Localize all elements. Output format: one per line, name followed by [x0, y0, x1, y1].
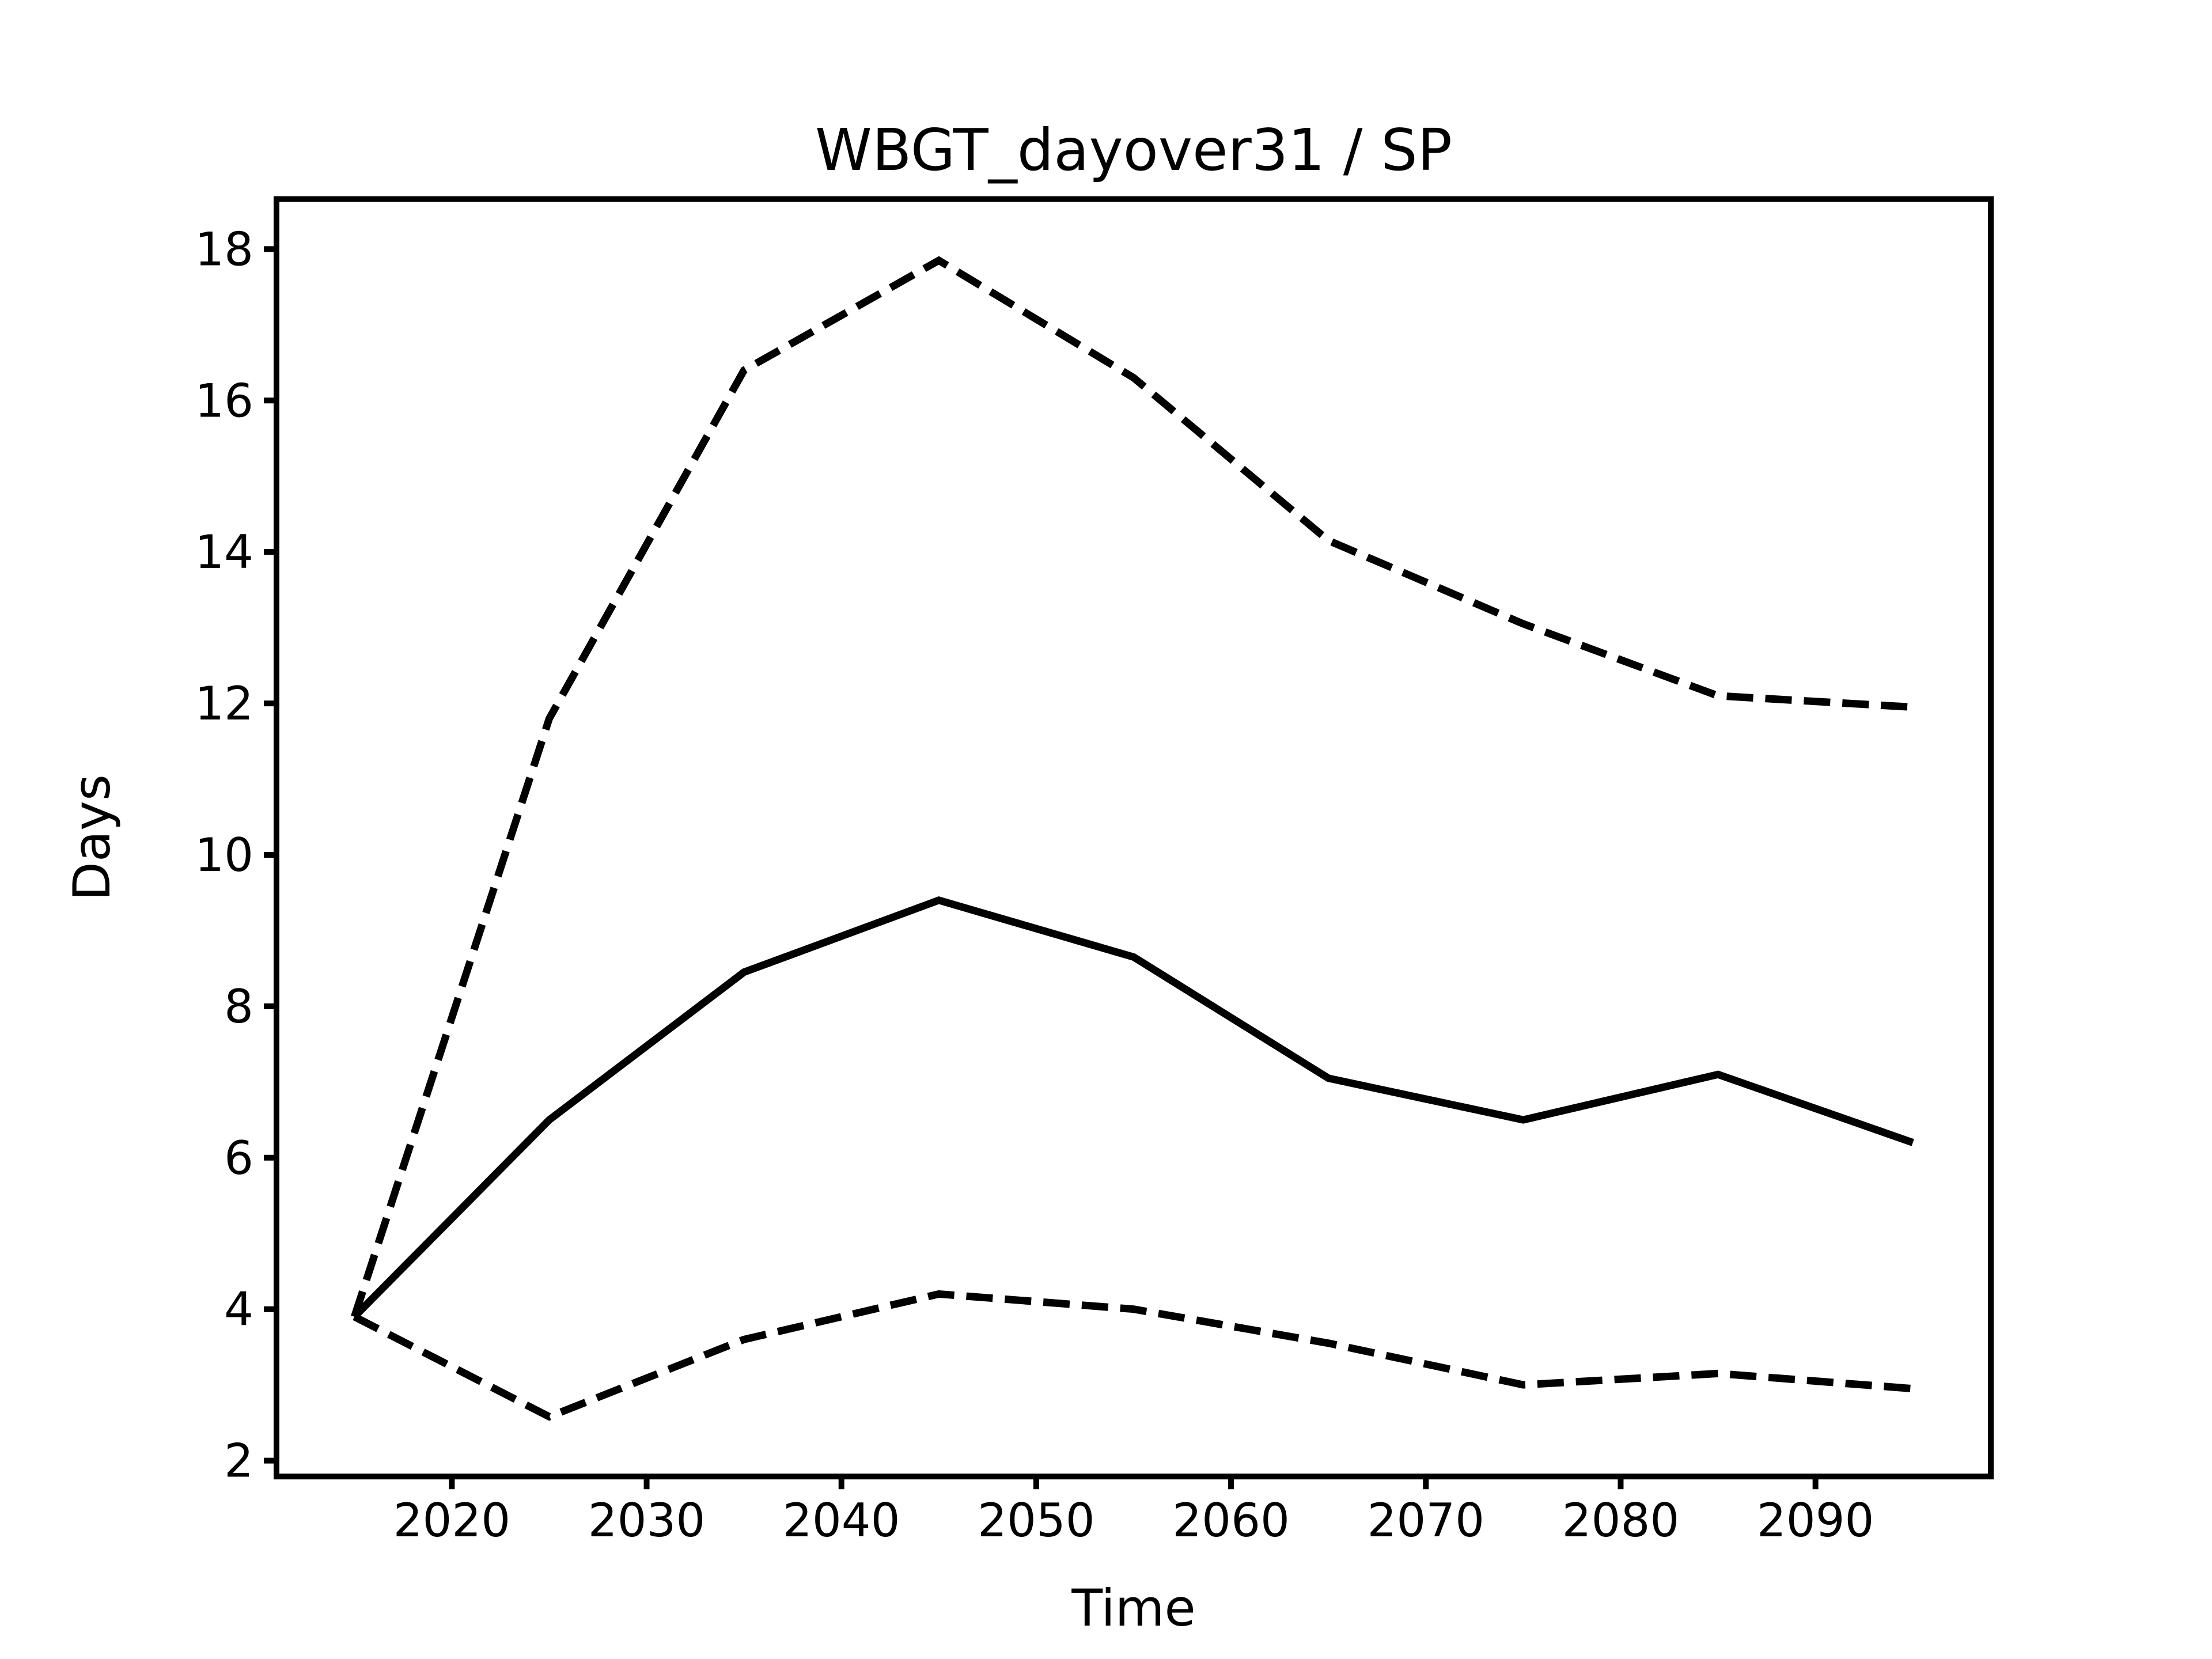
y-tick-label: 12 — [195, 677, 253, 730]
plot-border — [274, 196, 1994, 1480]
y-tick-label: 8 — [224, 980, 253, 1033]
x-tick-label: 2050 — [978, 1494, 1095, 1547]
series-line-mean — [351, 896, 1914, 1320]
y-axis-label: Days — [62, 774, 122, 901]
x-tick-label: 2060 — [1172, 1494, 1290, 1547]
y-tick-label: 14 — [195, 525, 253, 579]
x-tick-label: 2080 — [1562, 1494, 1680, 1547]
y-tick-label: 18 — [195, 222, 253, 276]
x-tick-label: 2040 — [783, 1494, 900, 1547]
y-tick-label: 6 — [224, 1131, 253, 1185]
chart-title: WBGT_dayover31 / SP — [815, 116, 1452, 184]
x-tick-label: 2020 — [393, 1494, 511, 1547]
plot-area: 2020 2030 2040 2050 2060 2070 2080 2090 2 4 6 8 10 12… — [195, 196, 1994, 1547]
x-axis-label: Time — [1071, 1578, 1195, 1638]
y-tick-label: 10 — [195, 828, 253, 882]
series-line-upper-bound — [351, 256, 1914, 1318]
y-tick-label: 2 — [224, 1434, 253, 1488]
x-tick-label: 2090 — [1757, 1494, 1874, 1547]
series-line-lower-bound — [353, 1290, 1914, 1421]
y-tick-label: 16 — [195, 374, 253, 427]
x-tick-label: 2030 — [588, 1494, 706, 1547]
x-tick-label: 2070 — [1367, 1494, 1484, 1547]
y-tick-label: 4 — [224, 1283, 253, 1336]
